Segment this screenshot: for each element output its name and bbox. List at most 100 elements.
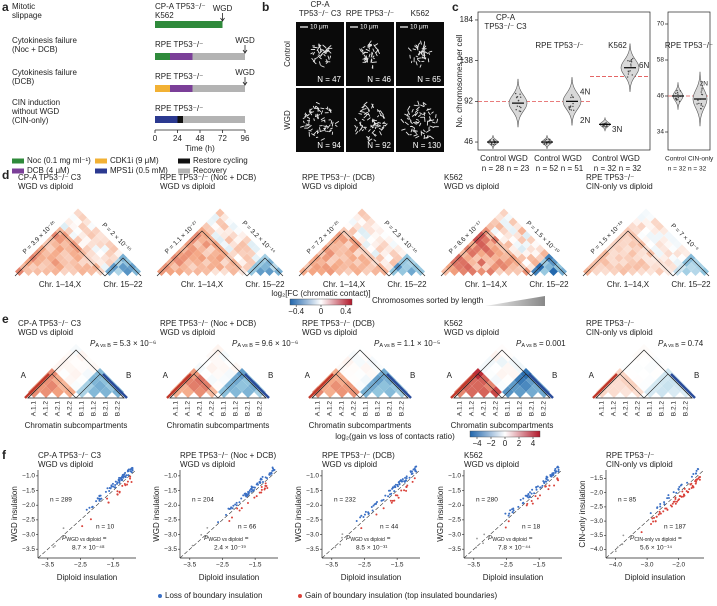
chromosome [429, 135, 434, 140]
n-label: n = 28 [482, 164, 505, 173]
chromosome [320, 65, 325, 68]
cell-dot [679, 90, 682, 92]
wgd-arrowhead [242, 49, 248, 54]
chromosome [305, 123, 311, 126]
column-title: CP-A [310, 0, 330, 9]
point [411, 470, 414, 473]
chromosome [375, 126, 380, 128]
y-tick-label: −3.0 [590, 518, 603, 525]
point [244, 492, 247, 495]
point [394, 483, 397, 486]
x-tick-label: −2.0 [672, 562, 685, 569]
subcompartment-label: A.2.1 [623, 401, 630, 417]
cell-dot [515, 96, 518, 99]
chromosome [325, 48, 329, 52]
point [339, 543, 342, 546]
point [242, 494, 245, 497]
y-tick-label: 46 [657, 93, 665, 100]
p-number: 8.5 × 10⁻³¹ [356, 545, 388, 552]
panel-label: c [452, 0, 459, 14]
point [388, 493, 391, 496]
point [253, 488, 256, 491]
legend-label: MPS1i (0.5 mM) [110, 166, 168, 175]
panel-title: RPE TP53⁻/⁻ (Noc + DCB) [180, 451, 276, 460]
p-subscript: A vs B [379, 343, 395, 349]
point [504, 512, 507, 515]
region-outline [530, 257, 568, 277]
cell-dot [569, 105, 572, 107]
point [259, 477, 262, 480]
point [246, 502, 249, 505]
chromosome [371, 103, 374, 109]
n-label: n = 51 [561, 164, 584, 173]
cell-dot [606, 125, 608, 128]
chromosome [371, 129, 376, 134]
point [125, 474, 128, 477]
chromosome [363, 113, 367, 115]
chromosome [323, 125, 327, 128]
region-outline [643, 373, 693, 399]
point [654, 520, 657, 523]
chromosome [367, 44, 372, 47]
point [355, 520, 358, 523]
colorbar-tick-label: 0 [319, 307, 324, 316]
point [509, 509, 512, 512]
chromosome [359, 108, 365, 112]
cell-dot [628, 71, 630, 73]
x-tick-label: 0 [153, 134, 158, 143]
point [122, 475, 125, 478]
cell-dot [519, 96, 522, 98]
x-axis-label: Chromatin subcompartments [451, 421, 554, 430]
point [106, 487, 109, 490]
p-subscript: A vs B [521, 343, 537, 349]
chromosome [361, 104, 366, 109]
chromosome [411, 113, 417, 117]
point [375, 502, 378, 505]
point [519, 498, 522, 501]
p-number: 5.6 × 10⁻¹⁴ [640, 545, 672, 552]
point [250, 490, 253, 493]
y-tick-label: −2.5 [448, 517, 461, 524]
chromosome [428, 119, 432, 122]
cell-dot [626, 76, 629, 78]
chromosome [327, 124, 331, 129]
chromosome [411, 109, 414, 113]
subcompartment-label: A.1.2 [469, 401, 476, 417]
cell-dot [702, 105, 704, 107]
subcompartment-label: B.1.1 [505, 401, 512, 417]
y-tick-label: 46 [464, 137, 473, 146]
y-tick-label: −3.5 [22, 546, 35, 553]
p-symbol: P [516, 339, 522, 348]
y-tick-label: −1.0 [306, 473, 319, 480]
colorbar-label: log₂[FC (chromatic contact)] [271, 289, 370, 298]
chromosome [355, 126, 358, 132]
point [663, 501, 666, 504]
plot-frame [667, 11, 711, 151]
point [517, 505, 520, 508]
point [230, 516, 233, 519]
compartment-strip [450, 373, 476, 399]
chromosome [306, 116, 311, 120]
point [200, 533, 203, 536]
p-equals: = [681, 339, 686, 348]
point [118, 480, 121, 483]
chromosome [318, 44, 322, 47]
point [675, 491, 678, 494]
point [127, 474, 130, 477]
compartment-strip [24, 373, 50, 399]
chromosome [418, 114, 422, 117]
point [112, 485, 115, 488]
point [616, 546, 619, 549]
point [364, 510, 367, 513]
panel-title: CIN-only vs diploid [606, 460, 673, 469]
chromosome [325, 59, 328, 62]
chromosome [415, 44, 418, 47]
point [114, 483, 117, 486]
cell-dot [629, 70, 631, 72]
chromosome [410, 128, 413, 133]
point [375, 500, 378, 503]
y-tick-label: −1.5 [164, 487, 177, 494]
point [678, 495, 681, 498]
chromosome [422, 102, 425, 107]
point [268, 472, 271, 475]
